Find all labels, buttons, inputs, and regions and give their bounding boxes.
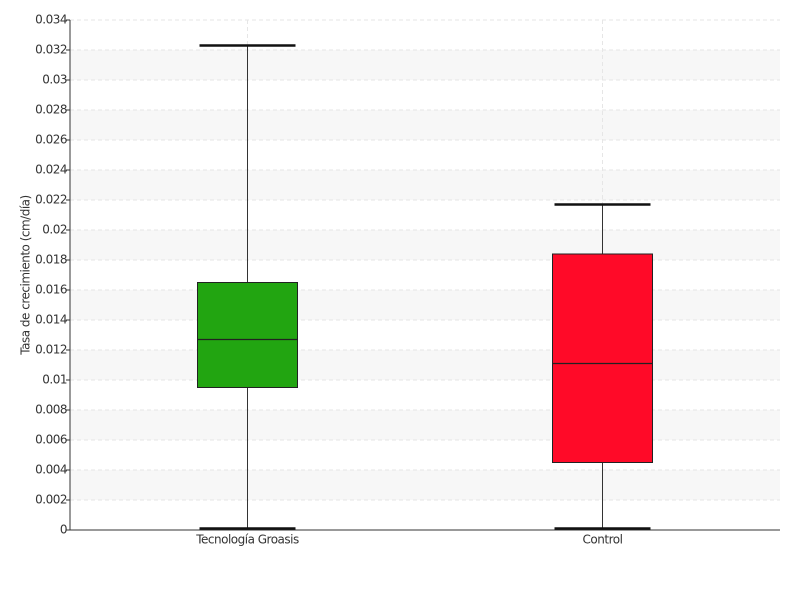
- y-tick-label: 0: [60, 523, 67, 537]
- y-tick-label: 0.028: [35, 103, 67, 117]
- grid-band: [70, 470, 780, 500]
- y-tick-label: 0.008: [35, 403, 67, 417]
- grid-band: [70, 410, 780, 440]
- y-tick-label: 0.012: [35, 343, 67, 357]
- y-tick-label: 0.01: [42, 373, 67, 387]
- grid-band: [70, 170, 780, 200]
- y-axis-label: Tasa de crecimiento (cm/día): [19, 195, 33, 355]
- y-tick-label: 0.034: [35, 13, 67, 27]
- box: [197, 282, 298, 388]
- y-tick-label: 0.004: [35, 463, 67, 477]
- grid-band: [70, 110, 780, 140]
- y-tick-label: 0.018: [35, 253, 67, 267]
- y-tick-label: 0.022: [35, 193, 67, 207]
- y-tick-label: 0.014: [35, 313, 67, 327]
- y-tick-label: 0.02: [42, 223, 67, 237]
- y-tick-label: 0.016: [35, 283, 67, 297]
- x-tick-label: Tecnología Groasis: [195, 533, 299, 547]
- box: [552, 253, 653, 463]
- y-tick-label: 0.032: [35, 43, 67, 57]
- x-tick-label: Control: [583, 533, 623, 547]
- y-tick-label: 0.026: [35, 133, 67, 147]
- y-tick-label: 0.024: [35, 163, 67, 177]
- grid-band: [70, 50, 780, 80]
- grid-band: [70, 350, 780, 380]
- y-tick-label: 0.006: [35, 433, 67, 447]
- grid-band: [70, 230, 780, 260]
- y-tick-label: 0.03: [42, 73, 67, 87]
- y-tick-label: 0.002: [35, 493, 67, 507]
- grid-band: [70, 290, 780, 320]
